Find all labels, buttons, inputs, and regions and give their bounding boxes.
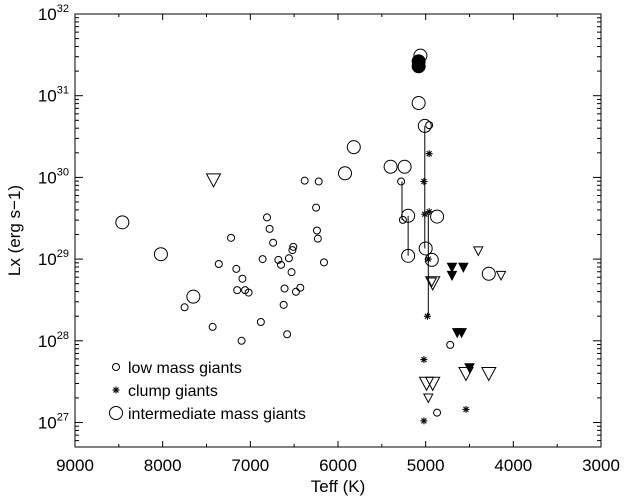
x-tick-label: 7000 bbox=[231, 456, 269, 475]
legend-label: clump giants bbox=[128, 383, 218, 400]
data-point-filled-triangle-down bbox=[456, 328, 467, 339]
data-point-asterisk bbox=[423, 312, 431, 320]
x-tick-label: 3000 bbox=[582, 456, 620, 475]
data-point-small-open-circle bbox=[296, 283, 305, 292]
data-point-small-open-circle bbox=[208, 322, 217, 331]
data-point-large-open-circle bbox=[401, 208, 416, 223]
data-point-small-open-circle bbox=[238, 274, 247, 283]
data-point-filled-circle bbox=[411, 59, 426, 74]
data-point-small-open-circle bbox=[277, 260, 286, 269]
data-point-small-open-circle bbox=[312, 203, 321, 212]
data-point-large-open-triangle-down bbox=[205, 173, 222, 188]
data-point-small-open-circle bbox=[312, 226, 321, 235]
x-tick-label: 9000 bbox=[56, 456, 94, 475]
data-point-large-open-circle bbox=[346, 140, 361, 155]
data-point-asterisk bbox=[424, 255, 432, 263]
legend-marker-small-open-circle bbox=[112, 363, 120, 371]
legend-marker-asterisk bbox=[112, 386, 120, 394]
y-tick-label: 1028 bbox=[38, 330, 69, 351]
data-point-large-open-triangle-down bbox=[458, 366, 474, 382]
data-point-small-open-circle bbox=[433, 408, 442, 417]
data-point-small-open-circle bbox=[280, 284, 289, 293]
data-point-small-open-triangle-down bbox=[495, 270, 507, 282]
data-point-small-open-circle bbox=[265, 224, 274, 233]
data-point-small-open-circle bbox=[397, 177, 406, 186]
data-point-large-open-circle bbox=[418, 241, 433, 256]
data-point-small-open-circle bbox=[446, 340, 455, 349]
data-point-small-open-circle bbox=[180, 303, 189, 312]
data-point-small-open-circle bbox=[227, 233, 236, 242]
data-point-small-open-circle bbox=[284, 254, 293, 263]
x-tick-label: 6000 bbox=[319, 456, 357, 475]
x-tick-label: 5000 bbox=[407, 456, 445, 475]
data-point-large-open-circle bbox=[338, 166, 353, 181]
data-point-large-open-circle bbox=[383, 159, 398, 174]
data-point-filled-triangle-down bbox=[458, 262, 469, 273]
data-point-asterisk bbox=[425, 208, 433, 216]
data-point-filled-triangle-down bbox=[446, 262, 458, 273]
data-point-large-open-circle bbox=[153, 247, 168, 262]
data-point-large-open-triangle-down bbox=[480, 366, 497, 382]
legend-marker-large-open-circle bbox=[109, 406, 123, 420]
x-tick-label: 8000 bbox=[144, 456, 182, 475]
x-axis: 9000 8000 7000 6000 5000 4000 3000 bbox=[56, 14, 620, 475]
data-point-small-open-circle bbox=[244, 288, 253, 297]
data-point-filled-triangle-down bbox=[464, 363, 475, 374]
y-tick-label: 1032 bbox=[38, 3, 69, 24]
data-point-small-open-circle bbox=[287, 268, 296, 277]
data-point-small-open-circle bbox=[214, 259, 223, 268]
data-point-asterisk bbox=[462, 405, 470, 413]
data-point-large-open-circle bbox=[411, 96, 426, 111]
legend-label: low mass giants bbox=[128, 360, 242, 377]
y-tick-label: 1029 bbox=[38, 248, 69, 269]
data-points bbox=[115, 48, 507, 425]
data-point-small-open-triangle-down bbox=[472, 246, 484, 257]
y-tick-label: 1030 bbox=[38, 166, 69, 187]
data-point-small-open-circle bbox=[269, 238, 278, 247]
data-point-large-open-triangle-down bbox=[424, 376, 441, 392]
data-point-large-open-circle bbox=[417, 118, 432, 133]
data-point-asterisk bbox=[420, 417, 428, 425]
data-point-small-open-circle bbox=[232, 264, 241, 273]
data-point-small-open-circle bbox=[258, 255, 267, 264]
data-point-small-open-circle bbox=[291, 287, 300, 296]
data-point-large-open-triangle-down bbox=[424, 276, 441, 291]
data-point-small-open-circle bbox=[398, 215, 407, 224]
data-point-small-open-circle bbox=[289, 242, 298, 251]
data-point-small-open-circle bbox=[256, 318, 265, 327]
data-point-filled-triangle-down bbox=[446, 270, 458, 282]
data-point-asterisk bbox=[425, 150, 433, 158]
data-point-large-open-circle bbox=[115, 215, 130, 230]
data-point-small-open-circle bbox=[237, 336, 246, 345]
y-tick-label: 1031 bbox=[38, 85, 69, 106]
data-point-small-open-circle bbox=[279, 300, 288, 309]
y-axis: 1027 1028 1029 1030 1031 1032 bbox=[38, 3, 601, 442]
data-point-large-open-circle bbox=[424, 252, 439, 267]
data-point-small-open-circle bbox=[288, 246, 297, 255]
y-tick-label: 1027 bbox=[38, 411, 69, 432]
legend-label: intermediate mass giants bbox=[128, 406, 306, 423]
data-point-small-open-circle bbox=[319, 258, 328, 267]
x-tick-label: 4000 bbox=[494, 456, 532, 475]
data-point-small-open-circle bbox=[233, 286, 242, 295]
legend: low mass giants clump giants intermediate … bbox=[109, 360, 306, 423]
data-point-small-open-circle bbox=[314, 177, 323, 186]
data-point-large-open-circle bbox=[186, 289, 201, 304]
y-axis-label: Lx (erg s−1) bbox=[5, 185, 24, 276]
data-point-small-open-triangle-down bbox=[426, 277, 438, 288]
data-point-small-open-circle bbox=[313, 234, 322, 243]
data-point-small-open-circle bbox=[283, 330, 292, 339]
data-point-small-open-triangle-down bbox=[422, 393, 434, 404]
data-point-large-open-circle bbox=[397, 159, 412, 174]
data-point-large-open-circle bbox=[481, 266, 496, 281]
data-point-large-open-circle bbox=[401, 248, 416, 263]
x-axis-label: Teff (K) bbox=[311, 477, 365, 496]
data-point-small-open-circle bbox=[262, 213, 271, 222]
data-point-asterisk bbox=[420, 177, 428, 185]
data-point-asterisk bbox=[420, 356, 428, 364]
data-point-small-open-circle bbox=[274, 255, 283, 264]
data-point-large-open-circle bbox=[430, 209, 445, 224]
data-point-small-open-circle bbox=[300, 176, 309, 185]
